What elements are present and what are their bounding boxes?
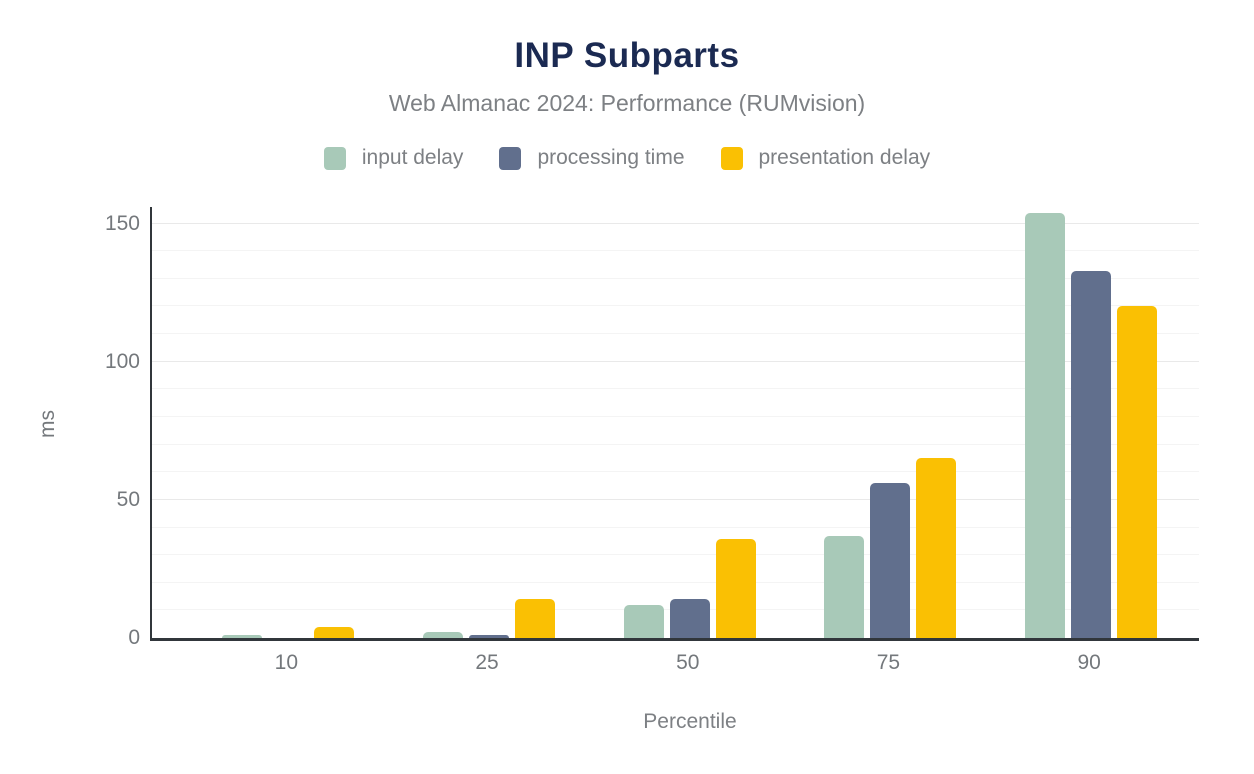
legend-item-presentation-delay: presentation delay: [720, 146, 931, 170]
chart-title: INP Subparts: [514, 36, 740, 75]
gridline-minor: [152, 388, 1199, 390]
gridline-minor: [152, 581, 1199, 583]
bar-input-delay-p75: [824, 535, 865, 638]
y-tick-label: 50: [116, 487, 140, 511]
y-tick-label: 100: [104, 349, 140, 373]
bar-input-delay-p50: [623, 604, 664, 638]
gridline-minor: [152, 443, 1199, 445]
processing-time-swatch-icon: [499, 146, 522, 170]
presentation-delay-swatch-icon: [720, 146, 743, 170]
gridline-major: [152, 222, 1199, 224]
bar-presentation-delay-p90: [1117, 306, 1158, 638]
bar-presentation-delay-p50: [715, 538, 756, 638]
gridline-minor: [152, 333, 1199, 335]
x-axis-title: Percentile: [643, 710, 737, 733]
legend-label-presentation-delay: presentation delay: [758, 146, 931, 169]
x-tick-label: 25: [475, 651, 499, 674]
y-tick-label: 150: [104, 211, 140, 235]
plot-area: [150, 207, 1199, 641]
legend-label-input-delay: input delay: [361, 146, 464, 169]
x-tick-label: 90: [1077, 651, 1101, 674]
gridline-minor: [152, 250, 1199, 252]
x-tick-label: 75: [876, 651, 901, 674]
bar-input-delay-p10: [222, 635, 263, 638]
gridline-minor: [152, 554, 1199, 556]
x-tick-label: 10: [274, 651, 299, 674]
legend: input delay processing time presentation…: [0, 146, 1254, 170]
legend-label-processing-time: processing time: [537, 146, 685, 169]
bar-processing-time-p25: [469, 635, 510, 638]
bar-input-delay-p25: [423, 632, 464, 638]
y-axis-title: ms: [36, 410, 59, 438]
bar-presentation-delay-p10: [314, 626, 355, 638]
gridline-major: [152, 498, 1199, 500]
gridline-minor: [152, 526, 1199, 528]
chart-subtitle: Web Almanac 2024: Performance (RUMvision…: [388, 90, 866, 116]
bar-input-delay-p90: [1025, 212, 1066, 638]
gridline-minor: [152, 471, 1199, 473]
gridline-major: [152, 360, 1199, 362]
legend-item-processing-time: processing time: [499, 146, 685, 170]
bar-processing-time-p75: [870, 483, 911, 638]
x-tick-label: 50: [676, 651, 700, 674]
gridline-minor: [152, 305, 1199, 307]
gridline-minor: [152, 277, 1199, 279]
gridline-minor: [152, 415, 1199, 417]
bar-processing-time-p90: [1071, 270, 1112, 638]
bar-presentation-delay-p25: [515, 599, 556, 638]
bar-processing-time-p50: [669, 599, 710, 638]
legend-item-input-delay: input delay: [323, 146, 464, 170]
input-delay-swatch-icon: [323, 146, 346, 170]
y-tick-label: 0: [128, 626, 140, 649]
bar-presentation-delay-p75: [916, 458, 957, 638]
